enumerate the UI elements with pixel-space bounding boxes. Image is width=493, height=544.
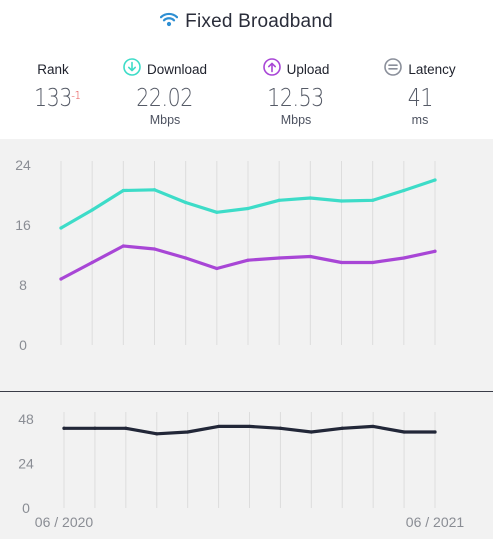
latency-head: Latency [384, 57, 456, 81]
data-point-download [402, 188, 406, 193]
data-point-latency [278, 426, 283, 430]
rank-number: 133 [34, 83, 72, 112]
y-tick-label: 24 [15, 157, 31, 173]
data-point-upload [59, 277, 63, 281]
data-point-upload [246, 258, 250, 262]
y-tick-label: 0 [19, 337, 27, 353]
data-point-download [246, 206, 250, 211]
title-group: Fixed Broadband [160, 11, 333, 33]
latency-label: Latency [408, 61, 456, 77]
data-point-upload [308, 254, 312, 259]
data-point-download [433, 178, 437, 182]
data-point-download [308, 196, 312, 200]
latency-chart: 48 24 0 06 / 2020 06 / 2021 [18, 411, 465, 530]
upload-head: Upload [262, 57, 330, 81]
page-title: Fixed Broadband [185, 11, 333, 32]
data-point-download [90, 208, 94, 212]
page-header: Fixed Broadband [0, 0, 493, 42]
data-point-download [121, 188, 125, 193]
y-tick-label: 0 [22, 500, 30, 516]
data-point-latency [402, 430, 406, 434]
data-point-latency [309, 430, 313, 434]
y-tick-label: 16 [15, 217, 31, 233]
equals-circle-icon [384, 57, 403, 81]
rank-head: Rank [37, 59, 69, 79]
y-tick-label: 48 [18, 411, 34, 427]
wifi-icon [160, 12, 179, 32]
stat-rank: Rank 133 -1 [33, 59, 81, 113]
data-point-download [59, 226, 63, 230]
speed-chart: 24 16 8 0 [15, 157, 437, 353]
data-point-download [184, 200, 188, 205]
data-point-download [215, 210, 219, 214]
x-tick-label: 06 / 2020 [35, 514, 94, 530]
upload-value: 12.53 [267, 83, 325, 112]
arrow-up-circle-icon [262, 57, 281, 81]
data-point-latency [216, 424, 221, 429]
x-tick-label: 06 / 2021 [406, 514, 465, 530]
data-point-latency [155, 432, 159, 436]
download-value: 22.02 [136, 83, 194, 112]
data-point-latency [247, 424, 252, 429]
rank-delta: -1 [71, 89, 81, 102]
arrow-down-circle-icon [123, 57, 141, 81]
data-point-latency [371, 424, 375, 429]
data-point-upload [121, 244, 125, 248]
data-point-download [371, 198, 375, 202]
data-point-upload [152, 247, 157, 251]
data-point-upload [433, 249, 437, 253]
data-point-upload [339, 260, 344, 265]
download-head: Download [123, 57, 208, 81]
y-tick-label: 24 [18, 456, 34, 472]
data-point-upload [215, 266, 219, 271]
chart-divider [0, 391, 493, 392]
latency-unit: ms [411, 113, 429, 127]
data-point-latency [433, 430, 437, 434]
latency-chart-panel: 48 24 0 06 / 2020 06 / 2021 [0, 392, 493, 539]
stat-download: Download 22.02 Mbps [117, 57, 213, 127]
data-point-download [277, 198, 281, 202]
speed-chart-panel: 24 16 8 0 [0, 139, 493, 392]
data-point-upload [402, 256, 406, 260]
download-unit: Mbps [149, 113, 181, 127]
data-point-upload [371, 260, 375, 265]
data-point-latency [62, 426, 66, 430]
stat-latency: Latency 41 ms [380, 57, 460, 127]
upload-unit: Mbps [280, 113, 312, 127]
data-point-upload [90, 260, 94, 265]
y-tick-label: 8 [19, 277, 27, 293]
download-label: Download [146, 61, 208, 77]
rank-value: 133 -1 [34, 83, 81, 113]
data-point-latency [124, 426, 128, 430]
data-point-download [152, 188, 157, 192]
upload-label: Upload [286, 61, 330, 77]
rank-label: Rank [37, 61, 69, 77]
latency-value: 41 [407, 83, 433, 112]
data-point-upload [277, 256, 281, 260]
stats-row: Rank 133 -1 Download 22.02 Mbps [0, 52, 493, 136]
stat-upload: Upload 12.53 Mbps [256, 57, 336, 127]
data-point-latency [340, 426, 344, 430]
data-point-upload [184, 256, 188, 260]
data-point-download [339, 199, 344, 203]
data-point-latency [93, 426, 97, 430]
data-point-latency [186, 430, 190, 434]
